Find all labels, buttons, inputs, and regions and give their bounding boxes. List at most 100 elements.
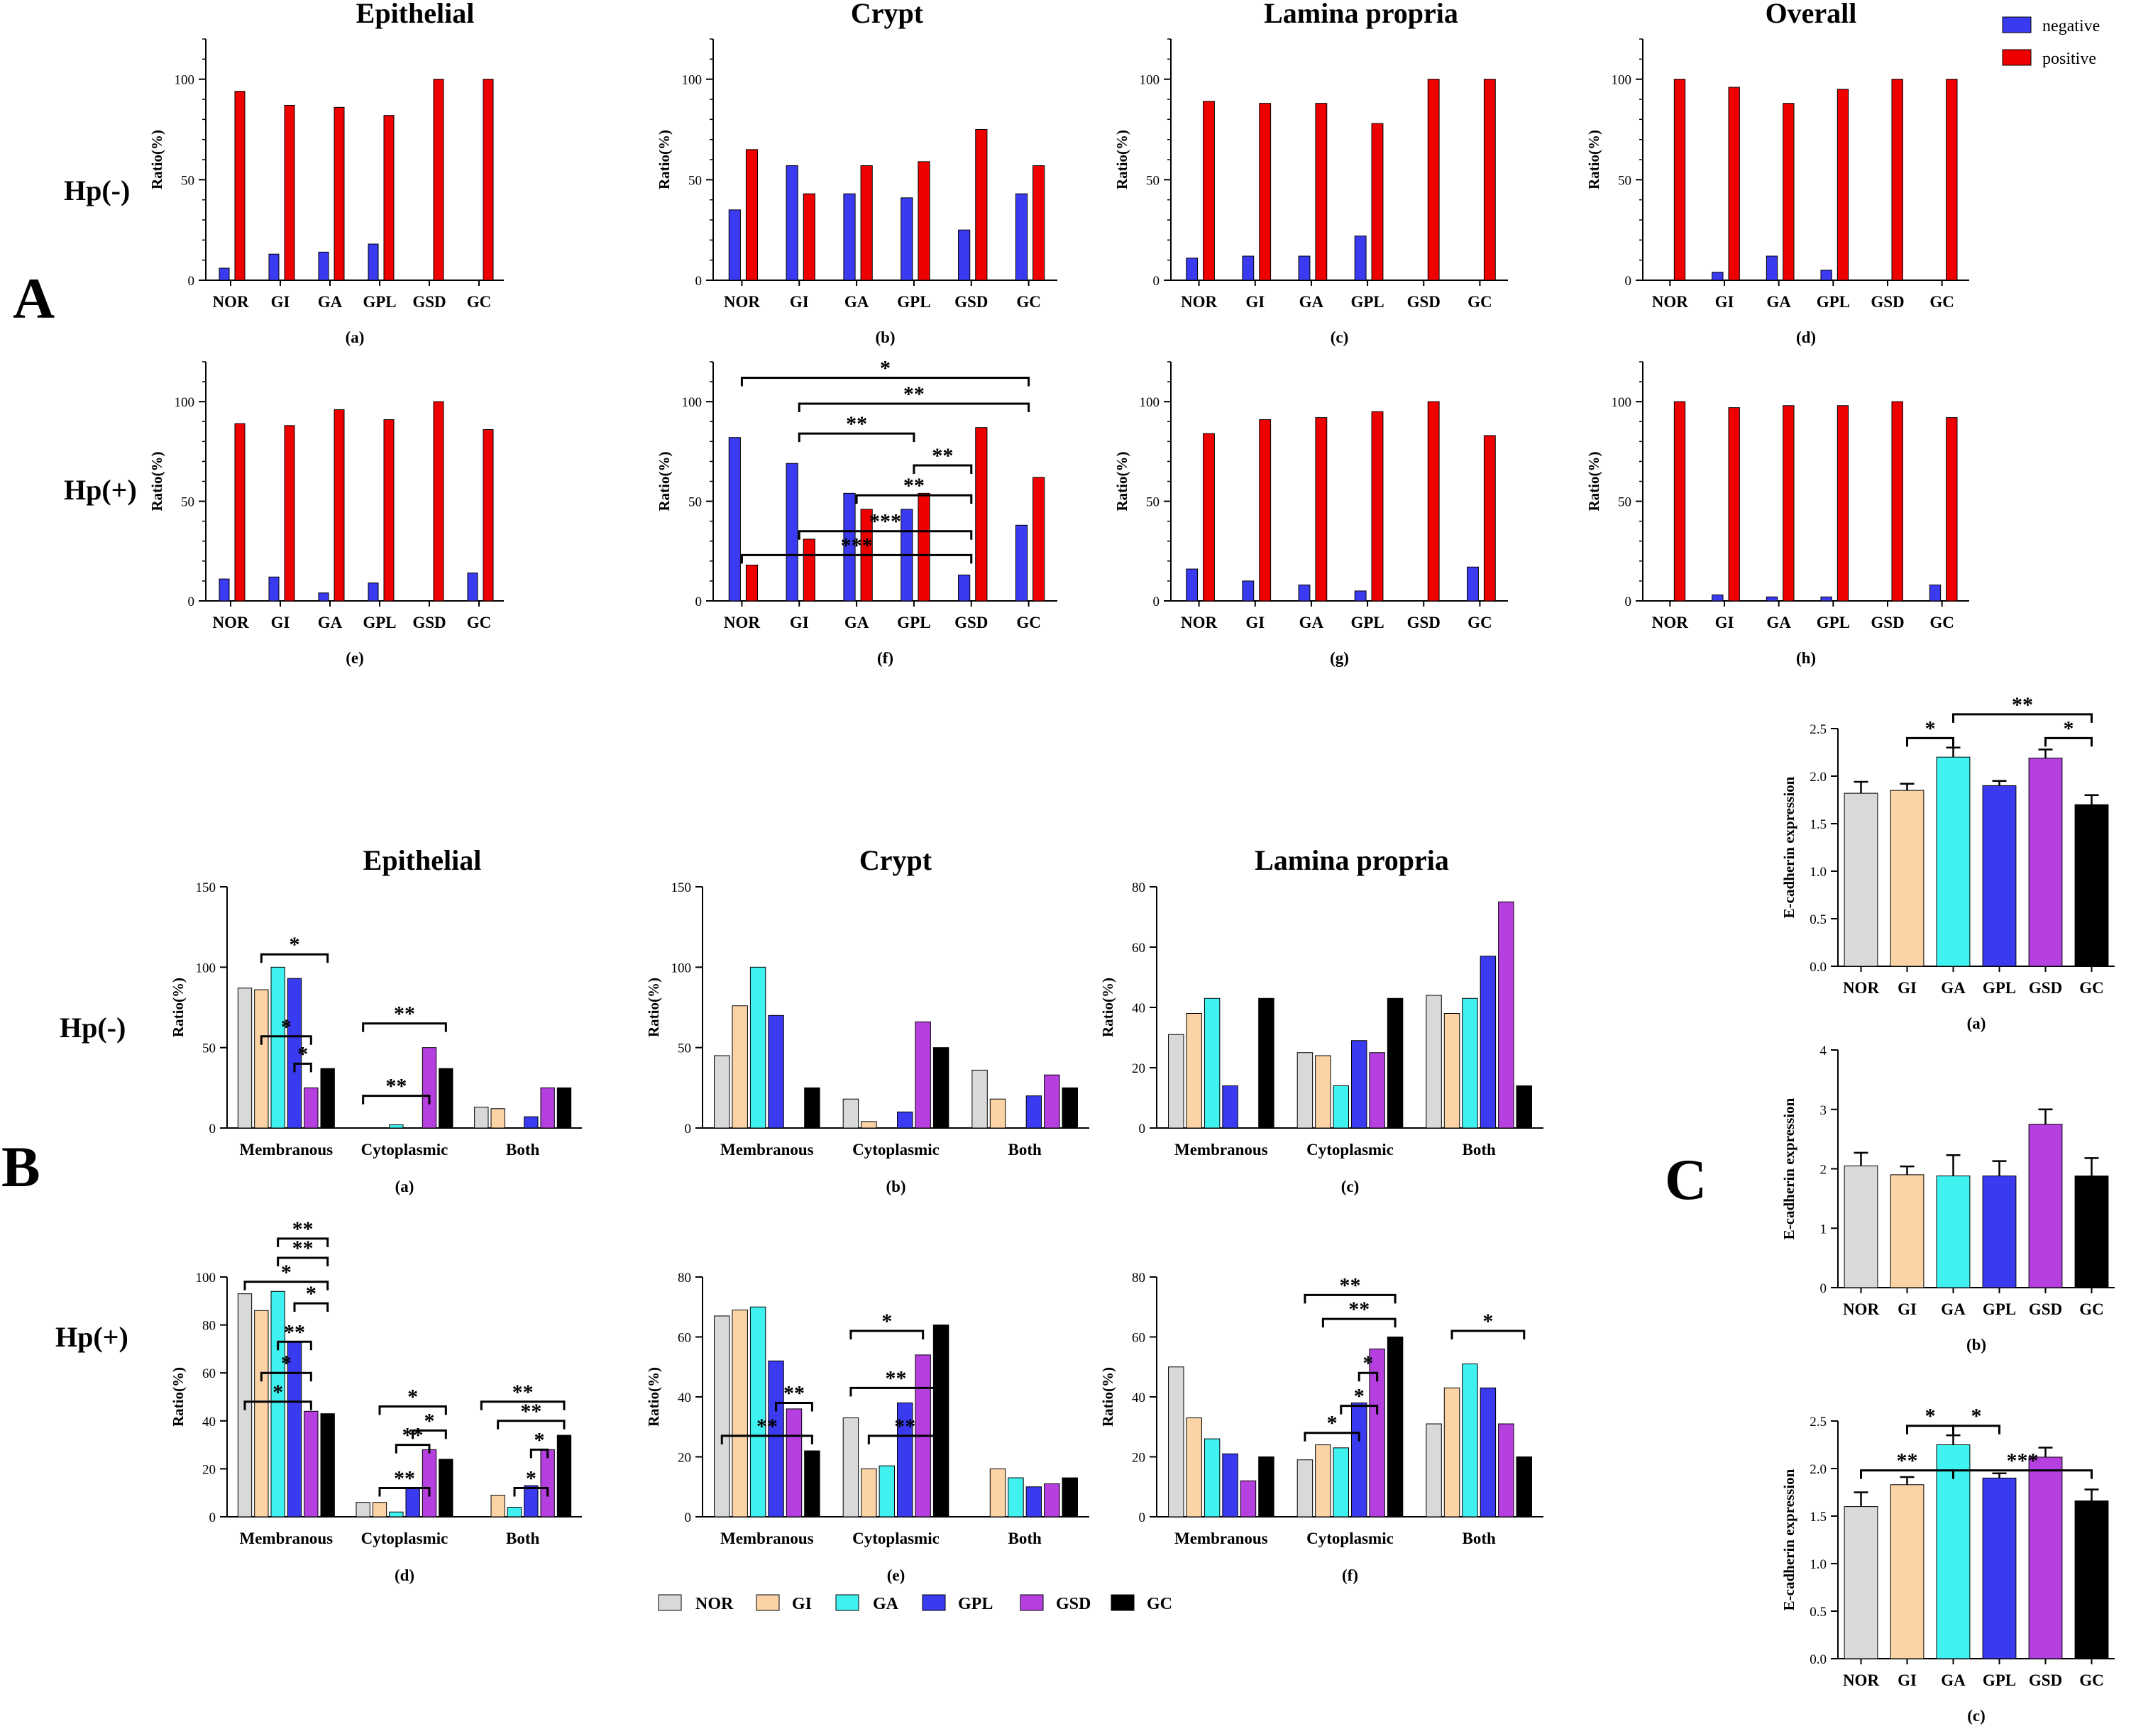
y-tick-label: 60	[1132, 941, 1145, 956]
x-tick-label: GSD	[954, 614, 988, 631]
bar-positive-GPL	[1837, 89, 1849, 281]
bar-positive-GA	[1315, 103, 1328, 281]
significance-bracket	[395, 1444, 431, 1454]
bar-negative-GC	[1467, 566, 1479, 602]
bar-GSD-Cytoplasmic	[1369, 1052, 1385, 1129]
y-axis-label: Ratio(%)	[1585, 130, 1602, 189]
y-tick-label: 1.5	[1810, 1510, 1827, 1525]
y-tick-label: 0.0	[1810, 1652, 1827, 1667]
bar-positive-GI	[803, 538, 815, 602]
bar-positive-GI	[1728, 407, 1740, 602]
bar-GC-Cytoplasmic	[1387, 1337, 1404, 1517]
y-tick-label: 20	[1132, 1451, 1145, 1466]
significance-label: **	[756, 1415, 778, 1438]
bar-positive-GI	[284, 425, 295, 602]
bar-positive-GPL	[1371, 123, 1384, 281]
y-tick-label: 80	[1132, 880, 1145, 895]
y-tick-label: 0	[1153, 274, 1160, 289]
x-tick-label: GPL	[897, 614, 930, 631]
significance-label: **	[932, 444, 953, 468]
title-A-epithelial: Epithelial	[356, 0, 475, 29]
y-tick-label: 0	[695, 595, 703, 609]
x-tick-label: NOR	[1181, 293, 1218, 311]
x-tick-label: GC	[1929, 614, 1954, 631]
x-tick-label: GPL	[1817, 614, 1850, 631]
bar-negative-NOR	[1186, 258, 1199, 281]
error-bar	[2084, 794, 2099, 805]
bar-GA-Membranous	[270, 1290, 285, 1517]
bar-GSD-Cytoplasmic	[1369, 1348, 1385, 1517]
y-tick-label: 80	[1132, 1271, 1145, 1286]
panel-sublabel: (a)	[395, 1178, 414, 1195]
significance-label: **	[394, 1002, 415, 1026]
bar-NOR-Membranous	[1168, 1366, 1184, 1517]
y-axis-label: E-cadherin expression	[1780, 1098, 1797, 1239]
bar-NOR-Membranous	[1168, 1034, 1184, 1129]
bar-GA-Both	[507, 1506, 522, 1517]
x-tick-label: GA	[318, 293, 343, 311]
y-tick-label: 0	[1153, 595, 1160, 609]
bar-GSD	[2028, 1456, 2063, 1659]
significance-bracket	[277, 1237, 329, 1247]
y-axis-label: Ratio(%)	[1099, 978, 1116, 1037]
x-tick-label: Cytoplasmic	[1306, 1141, 1394, 1159]
y-tick-label: 100	[1140, 395, 1160, 410]
significance-label: *	[272, 1381, 283, 1404]
y-tick-label: 3	[1820, 1103, 1827, 1118]
x-tick-label: NOR	[1652, 614, 1689, 631]
bar-GA	[1936, 1176, 1971, 1288]
y-tick-label: 20	[202, 1462, 216, 1477]
chart-C-b: 0 1 2 3 4 E-cadherin expression NOR GI GA GPL GSD G…	[1780, 1044, 2115, 1354]
bar-negative-GA	[843, 492, 856, 602]
bar-positive-GSD	[975, 427, 988, 602]
significance-bracket	[849, 1386, 942, 1397]
x-tick-label: GI	[1245, 293, 1265, 311]
significance-bracket	[1340, 1405, 1379, 1415]
significance-label: **	[2012, 693, 2033, 717]
error-bar	[1854, 780, 1868, 794]
bar-GPL-Cytoplasmic	[1351, 1040, 1367, 1129]
y-tick-label: 2.0	[1810, 770, 1827, 785]
bar-NOR	[1844, 1165, 1878, 1288]
y-tick-label: 50	[688, 495, 702, 510]
y-tick-label: 100	[1612, 73, 1632, 88]
error-bar	[1992, 1160, 2007, 1176]
y-tick-label: 100	[175, 395, 195, 410]
y-axis-label: Ratio(%)	[656, 130, 673, 189]
y-axis-label: Ratio(%)	[1099, 1367, 1116, 1427]
bar-GSD-Both	[1498, 901, 1514, 1129]
x-tick-label: GSD	[2029, 1671, 2062, 1689]
x-tick-label: GI	[271, 614, 290, 631]
bar-negative-GI	[1712, 595, 1724, 602]
x-tick-label: GPL	[1350, 614, 1384, 631]
bar-positive-GSD	[1427, 79, 1440, 281]
significance-label: *	[297, 1042, 308, 1066]
y-tick-label: 0	[1625, 274, 1632, 289]
x-tick-label: GPL	[1983, 1300, 2016, 1318]
panel-sublabel: (c)	[1331, 328, 1349, 346]
chart-A-h: 0 50 100 Ratio(%) NOR GI GA GPL GSD GC (h)	[1585, 361, 1969, 667]
significance-bracket	[497, 1420, 566, 1430]
bar-negative-NOR	[219, 578, 230, 602]
bar-GA-Membranous	[270, 966, 285, 1129]
significance-bracket	[867, 1434, 942, 1444]
bar-negative-GA	[1298, 585, 1311, 602]
bar-GA-Membranous	[1204, 997, 1221, 1129]
significance-label: *	[1362, 1351, 1373, 1375]
error-bar	[1992, 780, 2007, 786]
bar-GSD-Membranous	[1240, 1480, 1257, 1517]
significance-label: **	[1348, 1298, 1370, 1321]
significance-bracket	[720, 1434, 813, 1444]
legend-GSD-label: GSD	[1056, 1595, 1091, 1613]
bar-GI-Cytoplasmic	[861, 1468, 877, 1517]
significance-bracket	[277, 1340, 312, 1351]
bar-negative-GA	[318, 251, 329, 281]
x-tick-label: GA	[1941, 1300, 1966, 1318]
significance-label: *	[1971, 1405, 1982, 1428]
x-tick-label: Both	[506, 1530, 540, 1547]
error-bar	[2084, 1157, 2099, 1176]
significance-bracket	[1952, 1469, 2093, 1479]
legend-GC-swatch	[1111, 1594, 1135, 1611]
bar-GC-Membranous	[320, 1413, 335, 1517]
bar-positive-GA	[334, 409, 345, 602]
